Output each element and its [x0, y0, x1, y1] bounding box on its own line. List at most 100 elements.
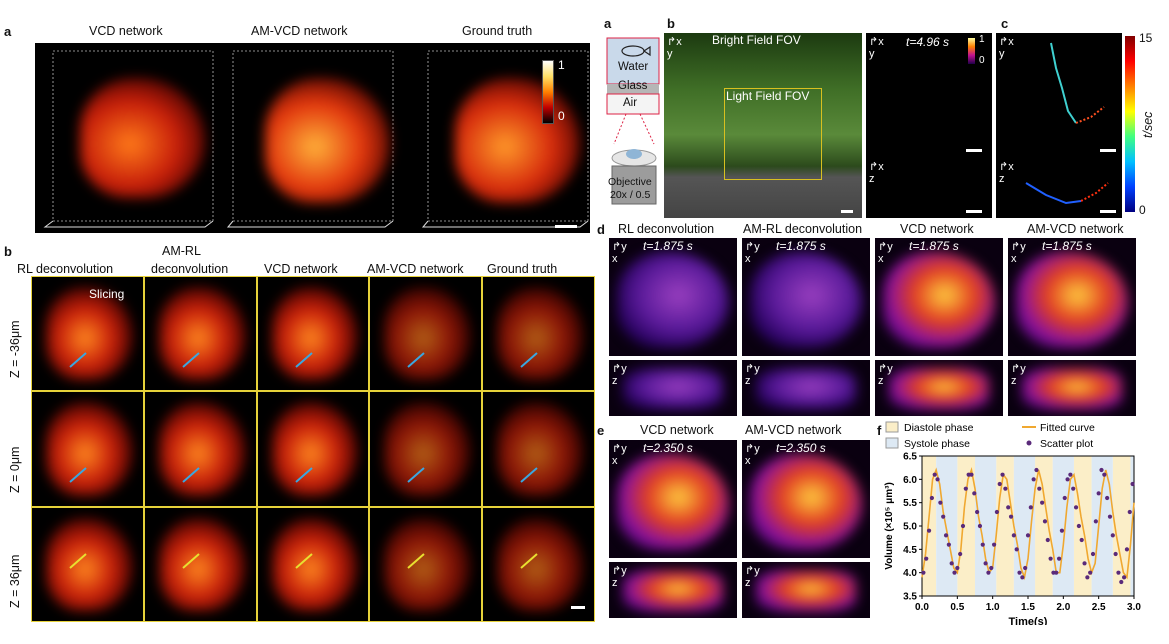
axis-b2-xz: ↱x z	[869, 161, 884, 185]
setup-schematic	[606, 37, 660, 205]
axis-b2-xy: ↱x y	[869, 36, 884, 60]
scatter-point	[938, 500, 943, 505]
slice-specimen	[384, 402, 472, 496]
c-cbar-top: 15	[1139, 31, 1153, 45]
heart-axis: ↱y x	[745, 241, 760, 265]
slice-arrow	[69, 552, 87, 569]
slice-grid	[31, 276, 595, 622]
heart-xy-view: t=2.350 s ↱y x	[742, 440, 870, 558]
scatter-point	[1011, 533, 1016, 538]
volume-boxes	[43, 50, 589, 228]
scatter-point	[1124, 547, 1130, 552]
c-tracks	[1025, 42, 1109, 205]
slice-arrow	[407, 352, 426, 368]
panel-label-c: c	[1001, 16, 1009, 31]
slice-cell	[143, 391, 257, 507]
scatter-point	[1082, 561, 1087, 566]
row-label-36: Z = 36μm	[8, 554, 22, 608]
slice-specimen	[271, 287, 359, 381]
title-ground-truth: Ground truth	[462, 24, 533, 38]
legend-swatch	[885, 437, 899, 449]
heart-xy-view: t=2.350 s ↱y x	[609, 440, 737, 558]
heart-time: t=1.875 s	[1042, 239, 1092, 253]
slice-arrow	[407, 552, 426, 569]
scatter-point	[1113, 551, 1118, 557]
legend-swatch	[1026, 440, 1032, 446]
bright-field-image: Bright Field FOV Light Field FOV ↱x y	[664, 33, 862, 218]
scatter-point	[1048, 556, 1053, 561]
axis-c-xy: ↱x y	[999, 36, 1014, 60]
scatter-point	[941, 514, 946, 519]
panel-label-b-right: b	[667, 16, 675, 31]
slice-cell	[369, 391, 483, 507]
x-tick-label: 0.5	[950, 602, 964, 613]
slice-specimen	[497, 402, 584, 496]
title-vcd: VCD network	[89, 24, 163, 38]
diastole-band	[1112, 456, 1131, 596]
scatter-point	[1119, 579, 1124, 585]
slice-arrow	[294, 467, 313, 484]
specimen-ground-truth	[455, 78, 580, 203]
scale-c1	[1100, 149, 1116, 152]
scatter-point	[980, 542, 985, 547]
heart-axis-side: ↱y z	[745, 363, 760, 387]
setup-glass: Glass	[618, 80, 648, 92]
axis-c-xz: ↱x z	[999, 161, 1014, 185]
slice-arrow	[69, 352, 87, 368]
volume-chart: 0.0 0.5 1.0 1.5 2.0 2.5 3.0 3.5 4.0 4.5 5.0 5.5 6.0 6…	[884, 421, 1141, 625]
heart-blob	[1016, 252, 1128, 348]
scatter-point	[1003, 486, 1008, 491]
legend-label: Fitted curve	[1040, 422, 1095, 434]
row-label-0: Z = 0μm	[8, 446, 22, 493]
heart-xy-view: t=1.875 s ↱y x	[742, 238, 870, 356]
y-axis-label: Volume (×10⁵ μm³)	[884, 482, 895, 570]
heart-yz-view: ↱y z	[609, 562, 737, 618]
legend-label: Diastole phase	[904, 422, 974, 434]
d-title-am-vcd: AM-VCD network	[1027, 222, 1124, 236]
slice-cell	[369, 506, 483, 622]
x-tick-label: 3.0	[1127, 602, 1141, 613]
heart-yz-view: ↱y z	[609, 360, 737, 416]
scale-b2b	[966, 210, 982, 213]
heart-time: t=2.350 s	[776, 441, 826, 455]
scatter-point	[1076, 523, 1081, 529]
heart-axis: ↱y x	[878, 241, 893, 265]
scatter-point	[1023, 565, 1028, 571]
x-tick-label: 2.5	[1092, 602, 1106, 613]
scatter-point	[935, 477, 940, 482]
panel-label-a-right: a	[604, 16, 612, 31]
e-title-am-vcd: AM-VCD network	[745, 423, 842, 437]
scatter-point	[991, 542, 997, 547]
setup-water: Water	[618, 61, 649, 73]
scatter-point	[1090, 551, 1096, 557]
legend-swatch	[885, 421, 899, 433]
systole-band	[1052, 456, 1074, 596]
heart-time: t=1.875 s	[776, 239, 826, 253]
y-tick-label: 4.5	[903, 545, 917, 556]
heart-blob-side	[1022, 368, 1122, 410]
slice-cell	[31, 276, 144, 392]
scatter-point	[1071, 486, 1076, 491]
scatter-point	[1006, 505, 1011, 510]
slice-cell	[482, 506, 595, 622]
x-tick-label: 0.0	[915, 602, 929, 613]
heart-yz-view: ↱y z	[1008, 360, 1136, 416]
slice-cell	[256, 276, 370, 392]
e-title-vcd: VCD network	[640, 423, 714, 437]
slice-cell	[369, 276, 483, 392]
d-title-rl: RL deconvolution	[618, 222, 715, 236]
systole-band	[975, 456, 997, 596]
d-title-am-rl: AM-RL deconvolution	[743, 222, 863, 236]
slice-arrow	[407, 467, 426, 484]
row-label-minus36: Z = -36μm	[8, 320, 22, 378]
slice-arrow	[182, 467, 200, 484]
systole-band	[1091, 456, 1113, 596]
scatter-point	[1059, 528, 1065, 533]
heart-axis-side: ↱y z	[1011, 363, 1026, 387]
slice-specimen	[497, 287, 584, 381]
scatter-point	[1105, 495, 1110, 501]
slice-arrow	[182, 552, 200, 569]
slice-specimen	[271, 517, 359, 611]
c-cbar-bottom: 0	[1139, 203, 1146, 217]
heart-blob-side	[623, 368, 723, 410]
